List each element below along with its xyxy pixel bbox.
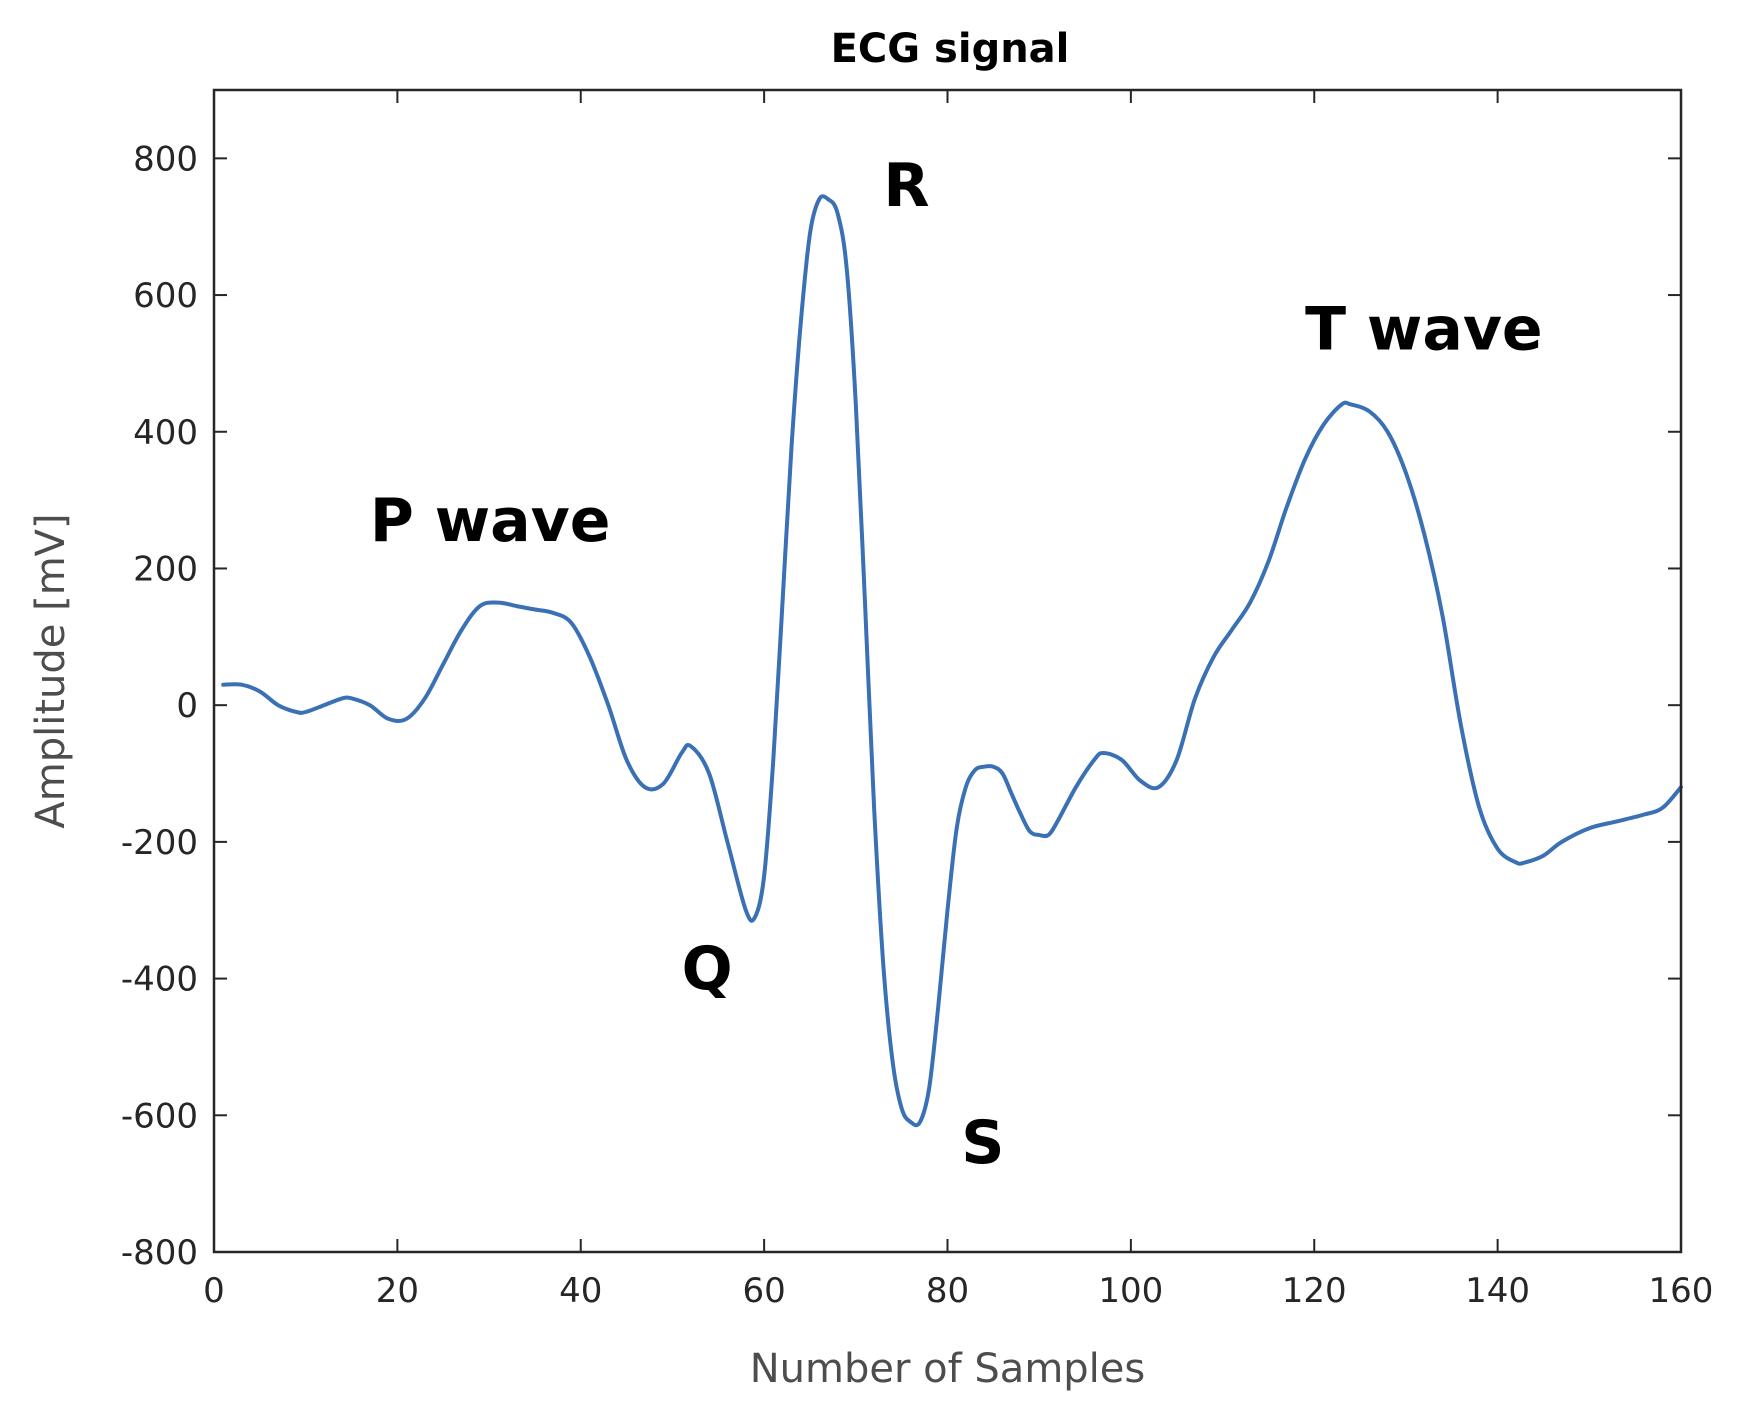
x-tick-label: 100 [1098, 1271, 1163, 1311]
y-tick-label: 200 [133, 549, 198, 589]
y-axis: -800 -600 -400 -200 0 200 400 600 800 [121, 139, 1681, 1273]
annotation-p-wave: P wave [370, 486, 611, 556]
annotation-q: Q [682, 934, 733, 1004]
x-tick-label: 80 [926, 1271, 969, 1311]
y-tick-label: -600 [121, 1096, 198, 1136]
y-tick-label: 600 [133, 276, 198, 316]
x-tick-label: 60 [742, 1271, 785, 1311]
x-tick-label: 160 [1649, 1271, 1714, 1311]
y-tick-label: 400 [133, 413, 198, 453]
chart-title: ECG signal [831, 26, 1070, 72]
x-tick-label: 0 [203, 1271, 225, 1311]
plot-frame [212, 88, 1683, 1254]
y-tick-label: -200 [121, 823, 198, 863]
x-tick-label: 40 [559, 1271, 602, 1311]
y-tick-label: 800 [133, 139, 198, 179]
y-axis-title: Amplitude [mV] [28, 513, 74, 828]
annotation-s: S [961, 1108, 1004, 1178]
x-tick-label: 20 [376, 1271, 419, 1311]
annotation-t-wave: T wave [1305, 295, 1543, 365]
y-tick-label: 0 [176, 686, 198, 726]
annotations: P wave Q R S T wave [370, 151, 1543, 1178]
annotation-r: R [883, 151, 929, 221]
x-tick-label: 140 [1465, 1271, 1530, 1311]
y-tick-label: -400 [121, 960, 198, 1000]
x-tick-label: 120 [1282, 1271, 1347, 1311]
x-axis: 0 20 40 60 80 100 120 140 160 [203, 90, 1713, 1311]
ecg-series-line [221, 194, 1683, 1128]
y-tick-label: -800 [121, 1233, 198, 1273]
x-axis-title: Number of Samples [750, 1346, 1146, 1392]
